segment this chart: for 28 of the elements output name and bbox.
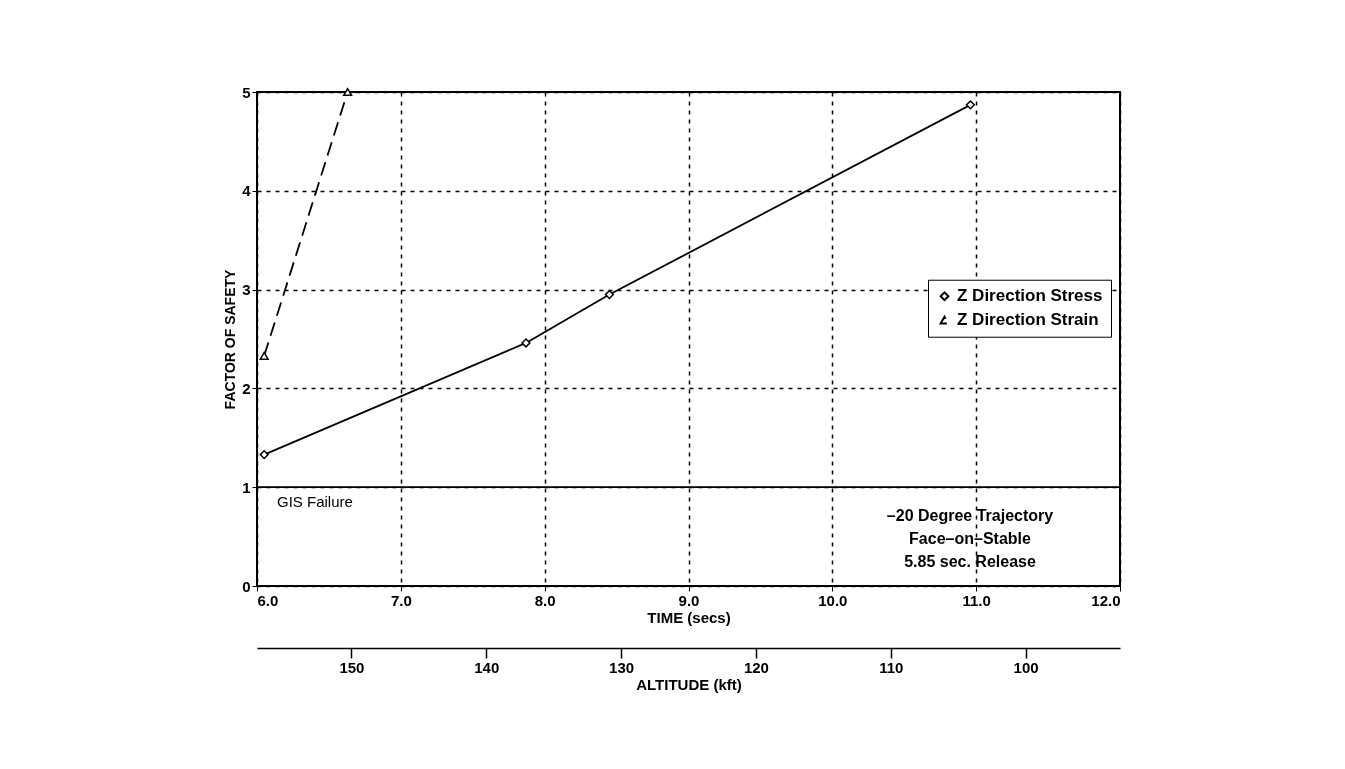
- x-tick-label: 10.0: [818, 591, 848, 609]
- x2-tick-label: 140: [474, 658, 500, 676]
- x2-tick-label: 100: [1013, 658, 1039, 676]
- x-tick-label: 6.0: [257, 591, 279, 609]
- x-tick-label: 8.0: [534, 591, 556, 609]
- y-tick-label: 0: [242, 577, 251, 595]
- y-tick-label: 5: [242, 83, 251, 101]
- legend-label: Z Direction Strain: [957, 310, 1099, 330]
- x2-tick-label: 110: [879, 658, 904, 676]
- x-axis-title: TIME (secs): [647, 608, 731, 626]
- y-tick-label: 1: [242, 478, 251, 496]
- x2-tick-label: 120: [743, 658, 769, 676]
- x2-tick-label: 150: [339, 658, 365, 676]
- x-tick-label: 7.0: [390, 591, 412, 609]
- x2-tick-label: 130: [609, 658, 635, 676]
- x-tick-label: 11.0: [962, 591, 991, 609]
- y-tick-label: 2: [242, 379, 251, 397]
- x2-axis-title: ALTITUDE (kft): [636, 675, 742, 693]
- x-tick-label: 12.0: [1091, 591, 1121, 609]
- y-axis-title: FACTOR OF SAFETY: [222, 268, 239, 410]
- x-tick-label: 9.0: [678, 591, 700, 609]
- legend-label: Z Direction Stress: [957, 286, 1103, 306]
- annotation: 5.85 sec. Release: [904, 553, 1036, 570]
- y-tick-label: 3: [242, 281, 251, 299]
- ref-line-label: GIS Failure: [277, 493, 353, 511]
- y-tick-label: 4: [242, 182, 252, 200]
- annotation: –20 Degree Trajectory: [886, 507, 1054, 524]
- annotation: Face–on–Stable: [909, 530, 1032, 547]
